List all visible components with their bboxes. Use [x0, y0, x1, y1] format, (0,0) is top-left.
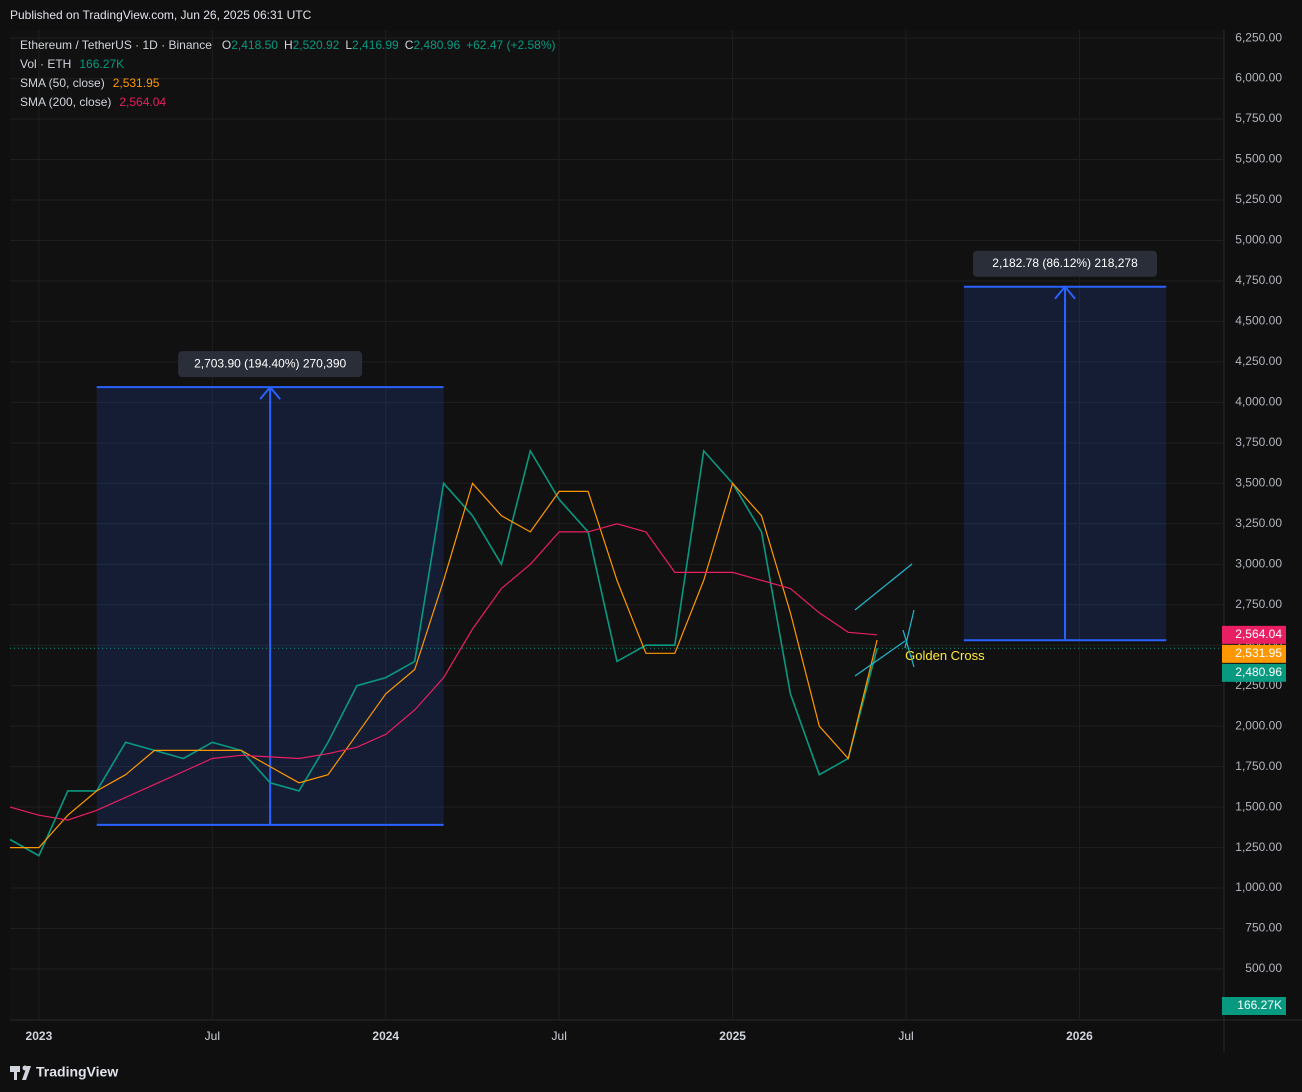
- y-tick-label: 3,500.00: [1235, 475, 1282, 489]
- price-label-box: [1222, 663, 1286, 682]
- measure-arrowhead: [1054, 285, 1076, 300]
- legend-row: SMA (200, close) 2,564.04: [20, 95, 166, 109]
- y-tick-label: 2,750.00: [1235, 597, 1282, 611]
- y-tick-label: 3,000.00: [1235, 556, 1282, 570]
- x-tick-label: Jul: [898, 1029, 913, 1043]
- measure-label-box: [178, 351, 363, 378]
- legend-part: SMA (50, close): [20, 76, 105, 90]
- legend-row: Ethereum / TetherUS · 1D · Binance O2,418…: [20, 38, 556, 52]
- footer: TradingView: [10, 1064, 118, 1080]
- y-tick-label: 1,000.00: [1235, 880, 1282, 894]
- legend-part: 2,520.92: [293, 38, 340, 52]
- x-tick-label: Jul: [205, 1029, 220, 1043]
- wedge-line: [854, 640, 906, 677]
- price-label: 2,531.95: [1235, 646, 1282, 660]
- legend-part: 2,564.04: [119, 95, 166, 109]
- legend-part: 2,418.50: [231, 38, 278, 52]
- legend-part: O: [222, 38, 231, 52]
- price-label: 2,564.04: [1235, 627, 1282, 641]
- y-tick-label: 4,750.00: [1235, 273, 1282, 287]
- cross-line: [902, 629, 915, 668]
- legend-part: L: [345, 38, 352, 52]
- y-tick-label: 750.00: [1245, 921, 1282, 935]
- wedge-line: [854, 563, 913, 611]
- price-label: 2,480.96: [1235, 665, 1282, 679]
- y-tick-label: 500.00: [1245, 961, 1282, 975]
- y-tick-label: 5,250.00: [1235, 192, 1282, 206]
- price-label-box: [1222, 625, 1286, 644]
- logo: [14, 1066, 17, 1080]
- x-tick-label: 2024: [372, 1029, 399, 1043]
- series-line: [10, 482, 878, 849]
- y-tick-label: 4,250.00: [1235, 354, 1282, 368]
- y-tick-label: 2,000.00: [1235, 718, 1282, 732]
- y-tick-label: 4,500.00: [1235, 314, 1282, 328]
- x-tick-label: 2026: [1066, 1029, 1093, 1043]
- volume-label-box: [1222, 997, 1286, 1015]
- legend-part: 2,531.95: [113, 76, 160, 90]
- measure-label-box: [973, 250, 1158, 277]
- y-tick-label: 4,000.00: [1235, 395, 1282, 409]
- volume-label: 166.27K: [1237, 998, 1282, 1012]
- y-tick-label: 5,000.00: [1235, 233, 1282, 247]
- x-tick-label: 2025: [719, 1029, 746, 1043]
- wedge: [854, 563, 915, 677]
- y-tick-label: 1,250.00: [1235, 840, 1282, 854]
- x-tick-label: 2023: [26, 1029, 53, 1043]
- legend-part: +62.47 (+2.58%): [466, 38, 555, 52]
- y-tick-label: 1,750.00: [1235, 759, 1282, 773]
- legend-part: SMA (200, close): [20, 95, 111, 109]
- brand: TradingView: [36, 1064, 118, 1080]
- legend-part: H: [284, 38, 293, 52]
- legend-row: Vol · ETH 166.27K: [20, 57, 124, 71]
- measure-label: 2,703.90 (194.40%) 270,390: [194, 356, 346, 370]
- legend-part: 2,416.99: [352, 38, 399, 52]
- y-tick-label: 5,500.00: [1235, 152, 1282, 166]
- legend-part: C: [405, 38, 414, 52]
- legend-part: Ethereum / TetherUS · 1D · Binance: [20, 38, 212, 52]
- y-tick-label: 1,500.00: [1235, 799, 1282, 813]
- measure-arrowhead: [259, 385, 281, 400]
- x-tick-label: Jul: [552, 1029, 567, 1043]
- published-note: Published on TradingView.com, Jun 26, 20…: [10, 8, 312, 22]
- cross-line: [904, 609, 915, 649]
- legend-part: Vol · ETH: [20, 57, 71, 71]
- legend-part: 2,480.96: [413, 38, 460, 52]
- y-tick-label: 6,000.00: [1235, 71, 1282, 85]
- legend-part: 166.27K: [79, 57, 124, 71]
- annotation: Golden Cross: [905, 648, 985, 663]
- y-tick-label: 5,750.00: [1235, 111, 1282, 125]
- y-tick-label: 3,750.00: [1235, 435, 1282, 449]
- legend-row: SMA (50, close) 2,531.95: [20, 76, 160, 90]
- y-tick-label: 3,250.00: [1235, 516, 1282, 530]
- series-line: [9, 523, 878, 821]
- measure-label: 2,182.78 (86.12%) 218,278: [992, 256, 1138, 270]
- y-tick-label: 6,250.00: [1235, 30, 1282, 44]
- price-label-box: [1222, 644, 1286, 663]
- logo: [22, 1066, 31, 1080]
